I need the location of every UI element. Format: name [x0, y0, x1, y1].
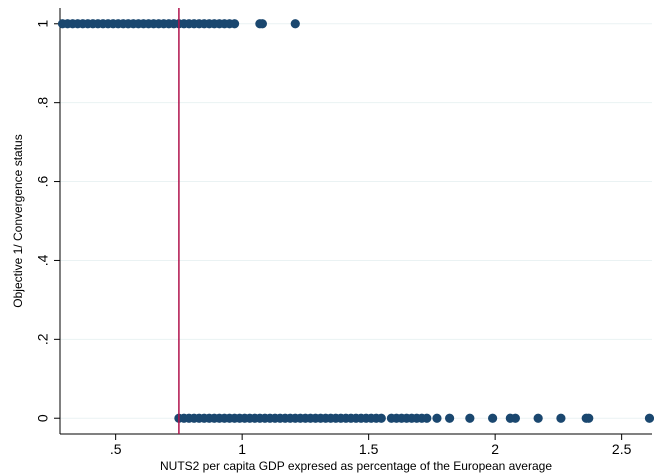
grid	[60, 23, 652, 419]
data-points	[57, 19, 654, 423]
data-point	[422, 413, 432, 423]
data-point	[510, 413, 520, 423]
data-point	[556, 413, 566, 423]
data-point	[376, 413, 386, 423]
x-tick-label: 1	[238, 441, 246, 457]
x-tick-label: 1.5	[359, 441, 379, 457]
y-tick-label: .6	[35, 176, 51, 188]
data-point	[445, 413, 455, 423]
x-tick-label: 2	[491, 441, 499, 457]
data-point	[533, 413, 543, 423]
data-point	[644, 413, 654, 423]
x-tick-label: .5	[110, 441, 122, 457]
y-axis-title: Objective 1/ Convergence status	[11, 134, 25, 307]
data-point	[465, 413, 475, 423]
data-point	[290, 19, 300, 29]
data-point	[584, 413, 594, 423]
y-tick-label: 0	[35, 414, 51, 422]
y-tick-label: 1	[35, 20, 51, 28]
y-tick-label: .2	[35, 333, 51, 345]
data-point	[432, 413, 442, 423]
x-axis-title: NUTS2 per capita GDP expresed as percent…	[160, 459, 552, 473]
y-tick-label: .4	[35, 254, 51, 266]
x-axis-ticks: .5 1 1.5 2 2.5	[110, 434, 632, 457]
y-axis-ticks: 0 .2 .4 .6 .8 1	[35, 20, 60, 422]
y-tick-label: .8	[35, 97, 51, 109]
data-point	[229, 19, 240, 29]
data-point	[488, 413, 498, 423]
data-point	[257, 19, 267, 29]
x-tick-label: 2.5	[612, 441, 632, 457]
